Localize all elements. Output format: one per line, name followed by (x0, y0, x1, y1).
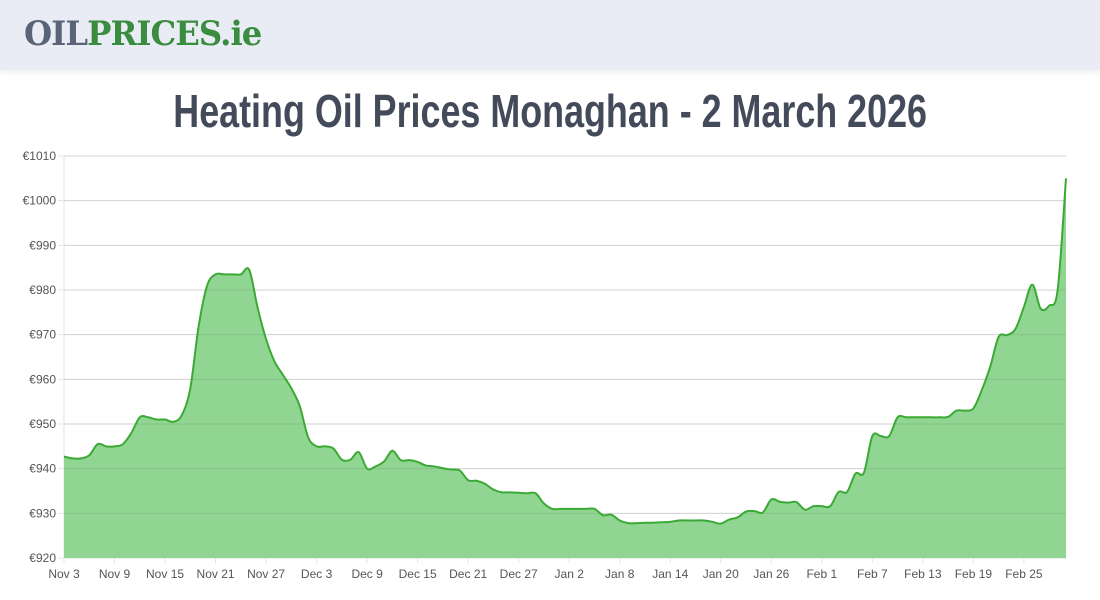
site-logo[interactable]: OILPRICES.ie (24, 14, 262, 54)
x-tick-label: Jan 8 (605, 567, 635, 581)
y-tick-label: €1000 (23, 194, 57, 208)
x-tick-label: Jan 26 (753, 567, 789, 581)
y-tick-label: €950 (29, 417, 56, 431)
x-tick-label: Nov 3 (48, 567, 80, 581)
x-tick-label: Feb 19 (955, 567, 993, 581)
site-header: OILPRICES.ie (0, 0, 1100, 70)
y-tick-label: €930 (29, 506, 56, 520)
y-tick-label: €990 (29, 238, 56, 252)
y-tick-label: €970 (29, 328, 56, 342)
y-tick-label: €1010 (23, 149, 57, 163)
y-tick-label: €980 (29, 283, 56, 297)
x-tick-label: Dec 9 (351, 567, 383, 581)
x-tick-label: Nov 9 (99, 567, 131, 581)
x-tick-label: Dec 21 (449, 567, 487, 581)
y-tick-label: €960 (29, 372, 56, 386)
price-area (64, 178, 1066, 559)
x-tick-label: Jan 14 (652, 567, 688, 581)
x-tick-label: Feb 25 (1005, 567, 1043, 581)
logo-oil: OIL (24, 14, 88, 54)
x-tick-label: Feb 7 (857, 567, 888, 581)
x-tick-label: Feb 1 (806, 567, 837, 581)
x-tick-label: Nov 27 (247, 567, 285, 581)
x-tick-label: Dec 27 (500, 567, 538, 581)
x-tick-label: Dec 3 (301, 567, 333, 581)
x-tick-label: Jan 2 (555, 567, 585, 581)
x-tick-label: Nov 21 (197, 567, 235, 581)
x-tick-label: Dec 15 (399, 567, 437, 581)
price-line (63, 178, 1067, 525)
logo-prices: PRICES.ie (87, 14, 262, 54)
x-tick-label: Nov 15 (146, 567, 184, 581)
x-tick-label: Jan 20 (703, 567, 739, 581)
y-tick-label: €920 (29, 551, 56, 565)
x-tick-label: Feb 13 (904, 567, 942, 581)
page-title-text: Heating Oil Prices Monaghan - 2 March 20… (173, 85, 927, 137)
y-tick-label: €940 (29, 462, 56, 476)
page-title: Heating Oil Prices Monaghan - 2 March 20… (0, 84, 1100, 138)
